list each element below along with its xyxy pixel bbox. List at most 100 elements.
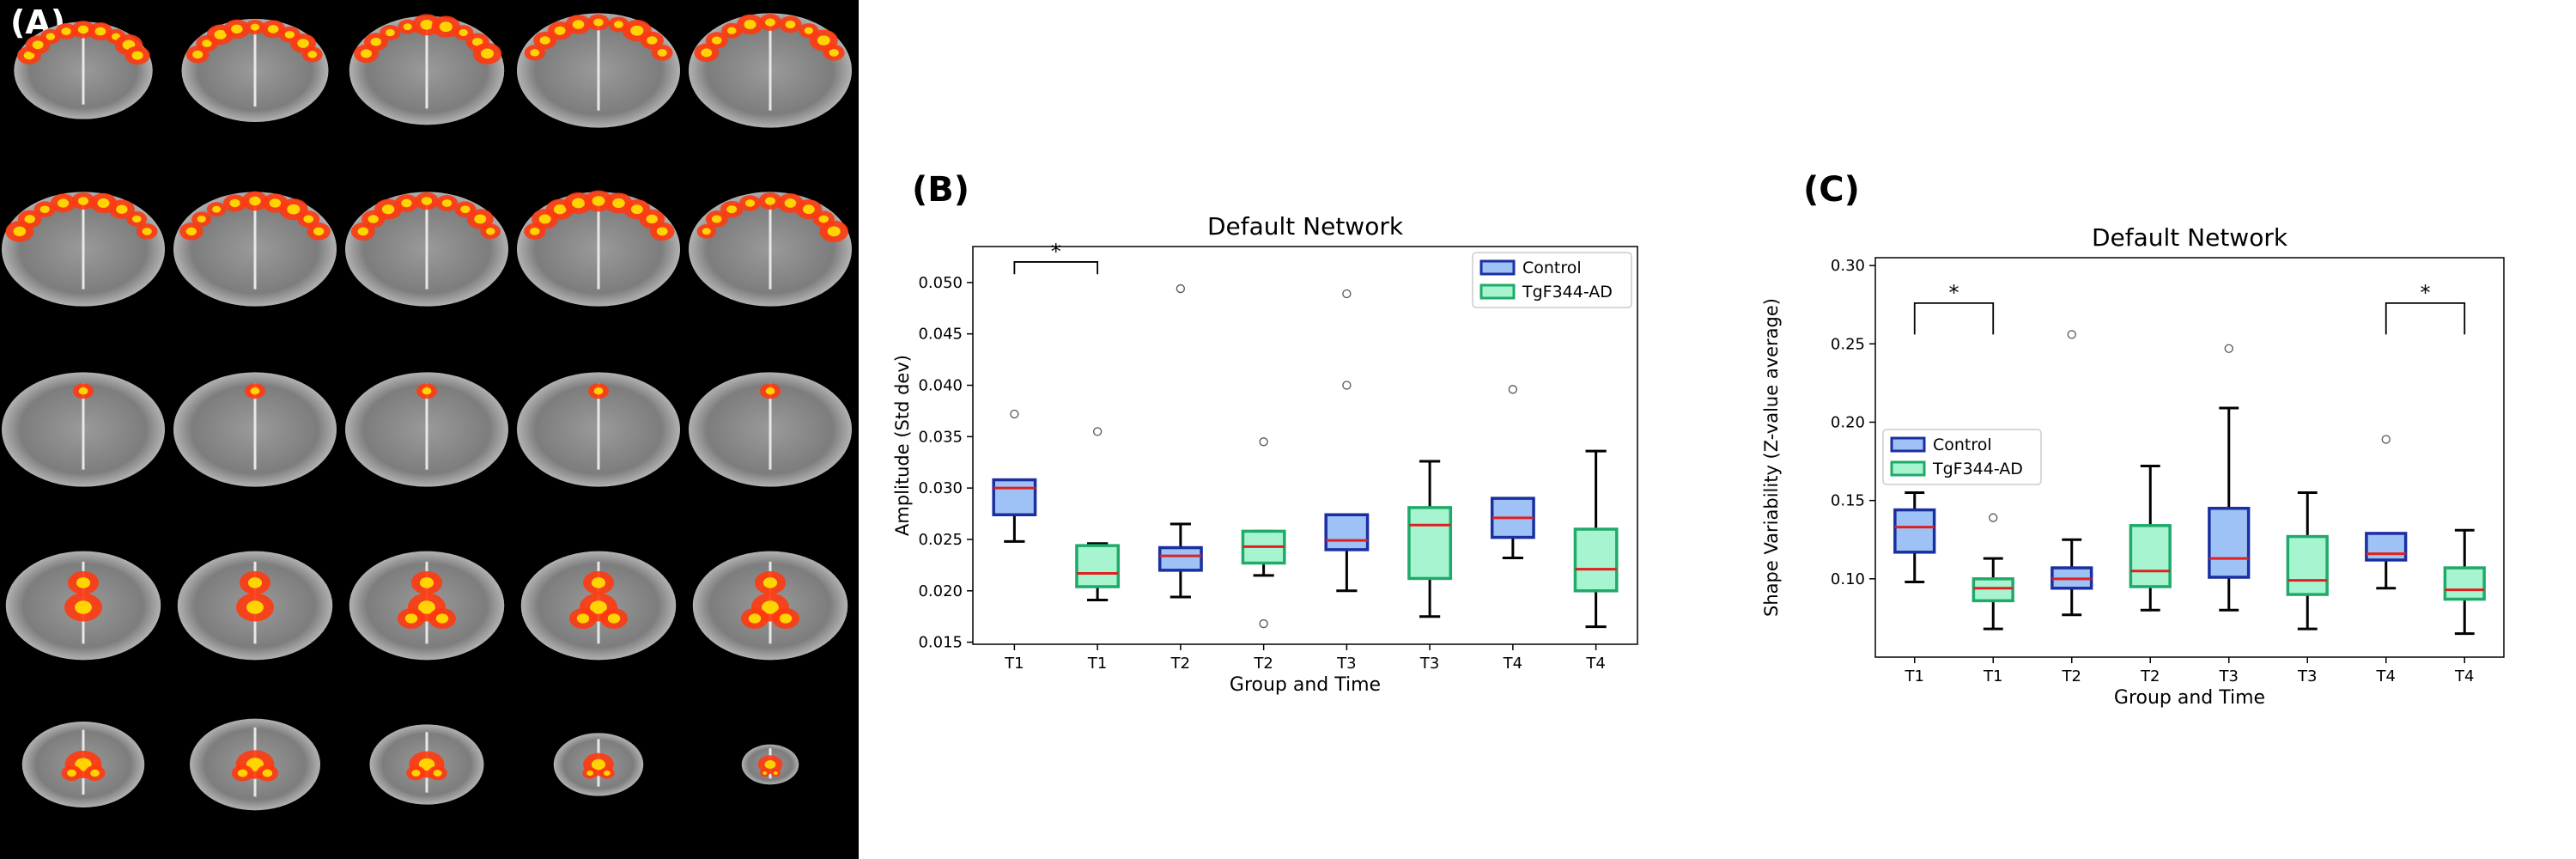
activation-core: [586, 770, 594, 777]
significance-star: *: [1949, 281, 1959, 305]
activation-core: [530, 227, 540, 235]
box-control: [1324, 513, 1370, 551]
activation-core: [554, 26, 566, 35]
box-outlier: [2381, 435, 2391, 444]
activation-core: [762, 600, 779, 614]
activation-core: [593, 387, 604, 395]
x-tick-label: T2: [1253, 655, 1273, 673]
legend-label-tgf344-ad: TgF344-AD: [1932, 460, 2023, 478]
activation-core: [411, 770, 421, 777]
activation-core: [401, 198, 412, 208]
box-tgf344-ad: [2129, 524, 2172, 588]
activation-core: [192, 50, 204, 59]
activation-core: [357, 227, 369, 236]
x-tick-label: T4: [1585, 655, 1605, 673]
activation-core: [614, 21, 623, 28]
brain-slice: [517, 190, 680, 307]
activation-core: [231, 24, 243, 34]
activation-core: [420, 19, 434, 30]
box-outlier: [1989, 513, 1998, 522]
panel-b-label: (B): [912, 170, 970, 210]
plot-frame: [1874, 257, 2505, 658]
activation-core: [419, 577, 434, 588]
brain-slice: [553, 733, 644, 796]
chart-title: Default Network: [2092, 223, 2288, 252]
brain-slice: [689, 13, 852, 128]
shape-variability-boxplot-chart: Default Network 0.10 0.15 0.20 0.25 0.30 T1 T1 T…: [1761, 223, 2505, 709]
activation-core: [13, 226, 27, 237]
activation-core: [284, 30, 295, 39]
brain-slice: [517, 13, 680, 128]
activation-core: [78, 387, 88, 395]
activation-core: [214, 29, 227, 40]
activation-core: [361, 49, 372, 58]
activation-core: [421, 197, 433, 205]
activation-core: [773, 771, 778, 775]
activation-core: [530, 49, 540, 57]
activation-core: [553, 204, 567, 215]
brain-slice: [349, 551, 505, 661]
legend-label-control: Control: [1933, 436, 1992, 454]
activation-core: [593, 18, 604, 27]
y-tick-label: 0.020: [918, 582, 963, 600]
legend-swatch-tgf344-ad: [1479, 283, 1516, 300]
brain-slice: [517, 372, 680, 487]
activation-core: [247, 577, 263, 588]
box-outlier: [1342, 381, 1352, 390]
activation-core: [485, 228, 495, 235]
box-outlier: [2224, 344, 2233, 353]
activation-core: [381, 204, 395, 215]
activation-core: [804, 27, 814, 34]
activation-core: [57, 198, 70, 208]
y-tick-label: 0.030: [918, 479, 963, 497]
activation-core: [142, 228, 152, 235]
activation-core: [765, 387, 775, 395]
y-tick-label: 0.15: [1831, 492, 1865, 510]
activation-core: [592, 196, 605, 206]
y-tick-label: 0.040: [918, 377, 963, 395]
brain-slice: [692, 551, 848, 661]
box-outlier: [1259, 618, 1268, 629]
activation-core: [39, 205, 50, 214]
box-outlier: [1010, 409, 1019, 419]
activation-core: [131, 51, 143, 60]
box-control: [2365, 532, 2408, 562]
brain-slice: [21, 722, 145, 807]
box-outlier: [1259, 437, 1268, 447]
x-tick-label: T3: [1336, 655, 1356, 673]
x-axis-label: Group and Time: [1230, 674, 1381, 696]
x-tick-label: T2: [2062, 667, 2081, 685]
x-axis-label: Group and Time: [2114, 687, 2265, 709]
brain-slice: [14, 21, 153, 119]
y-tick-label: 0.30: [1831, 257, 1865, 275]
x-tick-label: T1: [1983, 667, 2002, 685]
activation-core: [433, 770, 442, 777]
significance-star: *: [1051, 240, 1061, 264]
brain-slice: [5, 551, 161, 661]
brain-slice: [173, 372, 337, 487]
activation-core: [818, 215, 829, 223]
activation-core: [711, 36, 722, 45]
legend-label-control: Control: [1522, 259, 1582, 277]
activation-core: [94, 27, 106, 36]
x-tick-label: T1: [1905, 667, 1924, 685]
legend-label-tgf344-ad: TgF344-AD: [1522, 283, 1613, 302]
activation-core: [472, 37, 483, 46]
activation-core: [287, 204, 301, 215]
activation-core: [576, 613, 590, 624]
activation-core: [765, 18, 775, 27]
x-tick-label: T4: [2376, 667, 2396, 685]
activation-core: [90, 769, 100, 777]
activation-core: [827, 226, 841, 237]
activation-core: [250, 387, 260, 395]
activation-core: [422, 387, 432, 395]
brain-slice: [177, 551, 333, 661]
activation-core: [480, 48, 495, 59]
activation-core: [250, 23, 260, 31]
brain-slice: [181, 19, 329, 122]
activation-core: [591, 758, 606, 771]
activation-core: [817, 35, 830, 46]
activation-core: [784, 198, 797, 208]
activation-core: [24, 215, 35, 223]
brain-slice: [2, 192, 165, 307]
